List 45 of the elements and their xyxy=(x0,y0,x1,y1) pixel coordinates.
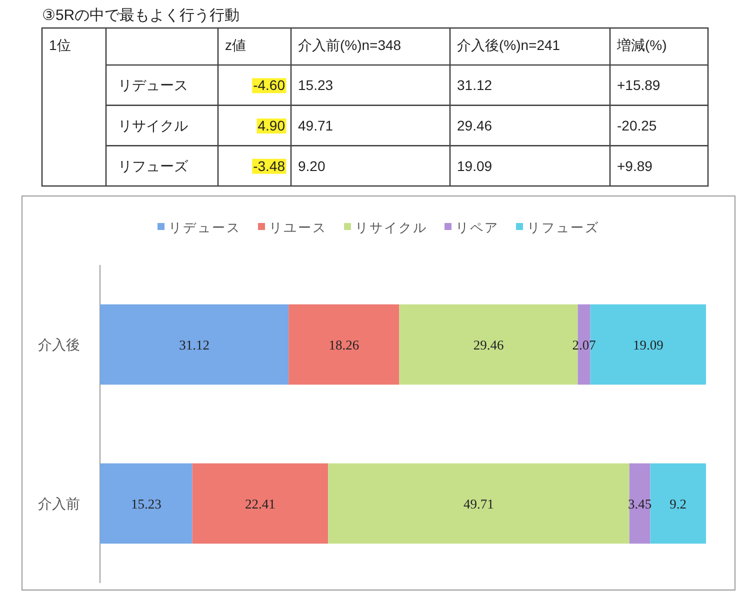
legend-label: リフューズ xyxy=(527,220,600,235)
data-label: 19.09 xyxy=(632,338,664,352)
legend-label: リサイクル xyxy=(355,220,428,235)
data-label: 15.23 xyxy=(130,496,162,512)
data-label: 49.71 xyxy=(464,496,494,512)
data-label: 18.26 xyxy=(328,338,360,352)
category-label: リデュース xyxy=(118,77,188,94)
text: +15.89 xyxy=(617,77,660,94)
bar xyxy=(100,304,289,385)
text: 15.23 xyxy=(298,77,334,94)
legend-label: リデュース xyxy=(168,220,241,235)
bar xyxy=(288,304,400,385)
bar xyxy=(192,463,328,544)
legend-label: リユース xyxy=(269,220,327,235)
text: 9.20 xyxy=(298,158,326,174)
data-label: 9.2 xyxy=(670,496,687,512)
text: -20.25 xyxy=(617,118,657,134)
bar xyxy=(650,463,706,544)
text: 29.46 xyxy=(457,118,492,134)
text: 1位 xyxy=(49,37,71,53)
bar xyxy=(100,463,192,544)
data-label: 22.41 xyxy=(245,496,276,512)
text: +9.89 xyxy=(617,158,652,174)
data-label: 3.45 xyxy=(628,496,652,512)
category-label: 介入前(%)n=348 xyxy=(298,37,402,53)
data-label: 29.46 xyxy=(473,338,504,352)
text: 31.12 xyxy=(457,77,492,94)
text: ③5Rの中で最もよく行う行動 xyxy=(42,7,240,24)
text: -4.60 xyxy=(253,77,285,94)
bar xyxy=(629,463,650,544)
text: 19.09 xyxy=(457,158,492,174)
category-label: リサイクル xyxy=(118,118,188,134)
bar xyxy=(328,463,630,544)
category-label: z値 xyxy=(225,37,246,53)
y-tick-label: 介入前 xyxy=(38,496,80,512)
data-label: 31.12 xyxy=(179,338,210,352)
text: -3.48 xyxy=(253,158,285,174)
y-tick-label: 介入後 xyxy=(38,338,80,354)
text: 49.71 xyxy=(298,118,334,134)
category-label: 介入後(%)n=241 xyxy=(457,37,560,53)
data-label: 2.07 xyxy=(572,338,596,352)
legend-label: リペア xyxy=(456,220,499,235)
category-label: 増減(%) xyxy=(616,37,667,53)
text: 4.90 xyxy=(258,118,285,134)
category-label: リフューズ xyxy=(118,158,188,174)
